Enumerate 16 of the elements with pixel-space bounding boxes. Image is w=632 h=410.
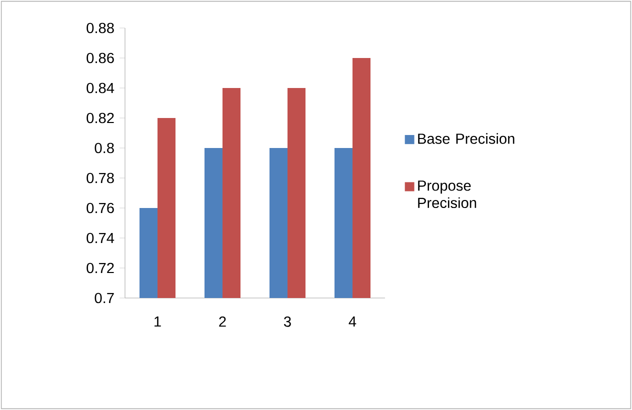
y-tick-label: 0.84: [86, 82, 114, 94]
y-tick-label: 0.78: [86, 172, 114, 184]
legend-label: Propose Precision: [418, 180, 476, 208]
y-tick-label: 0.88: [86, 22, 114, 34]
y-tick-label: 0.74: [86, 232, 114, 244]
x-tick-label: 3: [284, 316, 291, 327]
y-tick-label: 0.72: [86, 262, 114, 274]
x-tick-label: 2: [219, 316, 226, 327]
legend-label: Base Precision: [418, 133, 514, 144]
x-tick-label: 1: [154, 316, 161, 327]
x-tick-label: 4: [348, 316, 356, 327]
y-tick-label: 0.76: [86, 202, 114, 214]
y-tick-label: 0.82: [86, 112, 114, 124]
y-tick-label: 0.8: [94, 142, 114, 154]
y-tick-label: 0.7: [94, 292, 114, 304]
y-tick-label: 0.86: [86, 52, 114, 64]
